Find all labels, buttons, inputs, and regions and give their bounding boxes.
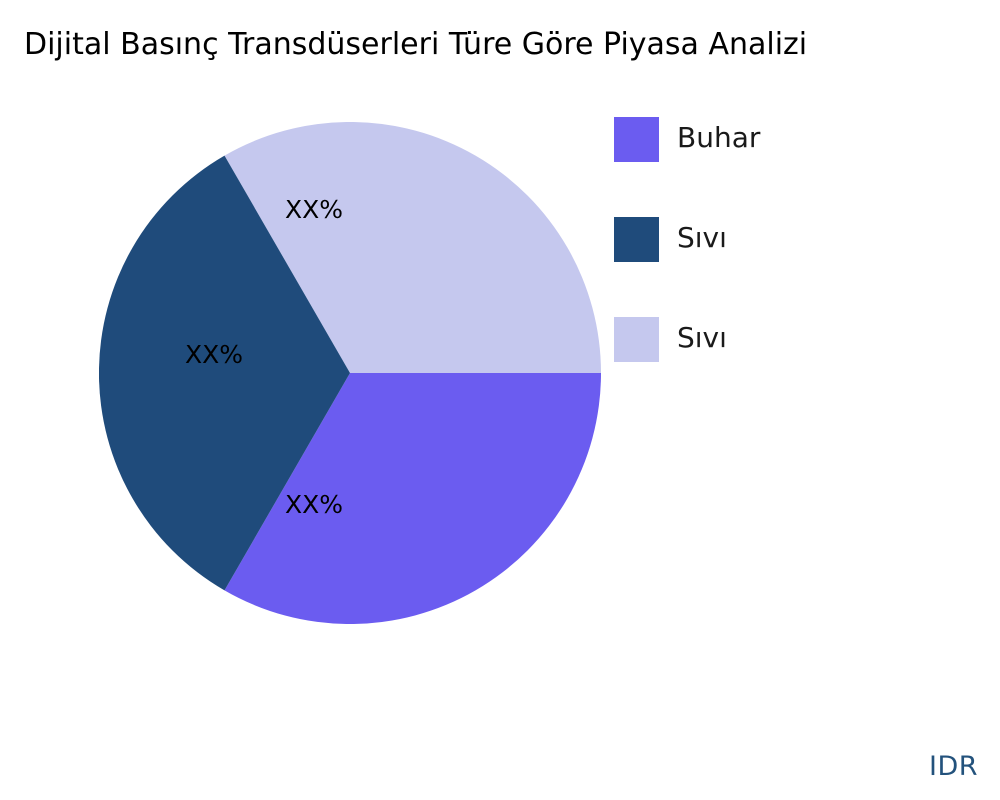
legend-label-buhar: Buhar [677,121,761,154]
legend-swatch-icon-sivi-light [614,317,659,362]
pie-svg: XX% XX% XX% [99,122,601,624]
legend-label-sivi-dark: Sıvı [677,221,727,254]
currency-label: IDR [928,751,978,782]
pie-label-buhar: XX% [285,490,343,519]
legend-item-sivi-light[interactable]: Sıvı [614,317,914,417]
pie-slice-sivi-light[interactable] [224,122,602,373]
chart-title: Dijital Basınç Transdüserleri Türe Göre … [24,27,808,62]
pie-chart-plot-area: XX% XX% XX% [99,122,601,624]
pie-label-sivi-dark: XX% [185,340,243,369]
legend-swatch-icon-buhar [614,117,659,162]
legend-item-sivi-dark[interactable]: Sıvı [614,217,914,317]
chart-legend: Buhar Sıvı Sıvı [614,117,914,417]
pie-slice-buhar[interactable] [224,373,602,624]
legend-label-sivi-light: Sıvı [677,321,727,354]
legend-item-buhar[interactable]: Buhar [614,117,914,217]
legend-swatch-icon-sivi-dark [614,217,659,262]
pie-label-sivi-light: XX% [285,195,343,224]
